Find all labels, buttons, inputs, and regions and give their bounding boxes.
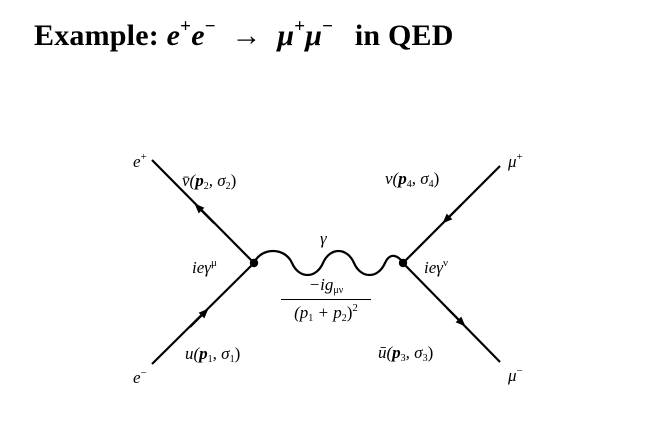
arrow-top-left: [194, 203, 215, 224]
title-particle-e-plus: e+: [166, 16, 192, 52]
spinor-ubar-p3: ū(p3, σ3): [378, 343, 434, 364]
spinor-vbar-p2: v̄(p2, σ2): [182, 171, 237, 192]
title-arrow: →: [231, 19, 262, 52]
label-mu-plus: μ+: [508, 151, 523, 171]
propagator-denominator: (p1 + p2)2: [294, 301, 358, 324]
title-particle-e-minus: e−: [191, 16, 216, 52]
photon-propagator: [252, 249, 404, 277]
vertex-factor-right: ieγν: [424, 257, 448, 277]
photon-label: γ: [320, 229, 327, 248]
label-e-minus: e−: [133, 367, 147, 387]
arrow-bottom-right: [446, 307, 466, 327]
label-mu-minus: μ−: [508, 365, 523, 385]
arrow-bottom-left: [189, 308, 209, 328]
photon-propagator-factor: −igμν (p1 + p2)2: [281, 275, 371, 324]
title-suffix: in QED: [354, 19, 454, 52]
vertex-factor-left: ieγμ: [192, 257, 217, 277]
vertex-left: [249, 258, 259, 268]
title-particle-mu-minus: μ−: [305, 16, 334, 52]
title-prefix: Example:: [34, 19, 159, 52]
vertex-right: [398, 258, 408, 268]
title-particle-mu-plus: μ+: [277, 16, 306, 52]
arrow-top-right: [442, 204, 462, 224]
page-title: Example: e+e− → μ+μ− in QED: [34, 16, 454, 53]
propagator-numerator: −igμν: [281, 275, 371, 300]
spinor-v-p4: v(p4, σ4): [385, 169, 440, 190]
spinor-u-p1: u(p1, σ1): [185, 344, 241, 365]
label-e-plus: e+: [133, 151, 147, 171]
